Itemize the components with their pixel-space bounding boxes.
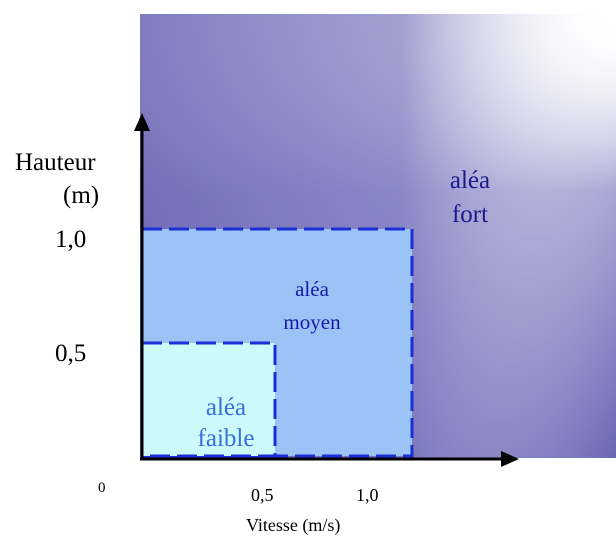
y-axis xyxy=(134,113,150,460)
zone-moyen-label-line1: aléa xyxy=(295,277,329,301)
zone-moyen-label-line2: moyen xyxy=(283,310,341,334)
y-axis-arrow-icon xyxy=(134,113,150,131)
zone-faible-label-line2: faible xyxy=(198,425,255,452)
y-tick-1-0: 1,0 xyxy=(55,226,86,253)
origin-label: 0 xyxy=(98,480,106,496)
y-axis-label-line1: Hauteur xyxy=(15,149,96,176)
zone-fort-label-line2: fort xyxy=(452,201,488,228)
y-axis-label-line2: (m) xyxy=(63,182,99,209)
x-tick-1-0: 1,0 xyxy=(356,485,379,505)
y-tick-0-5: 0,5 xyxy=(55,340,86,367)
zone-fort-label-line1: aléa xyxy=(450,167,490,194)
zone-faible-label-line1: aléa xyxy=(206,394,246,421)
x-axis xyxy=(140,451,519,467)
x-axis-arrow-icon xyxy=(501,451,519,467)
x-tick-0-5: 0,5 xyxy=(251,485,274,505)
x-axis-label: Vitesse (m/s) xyxy=(246,515,340,536)
